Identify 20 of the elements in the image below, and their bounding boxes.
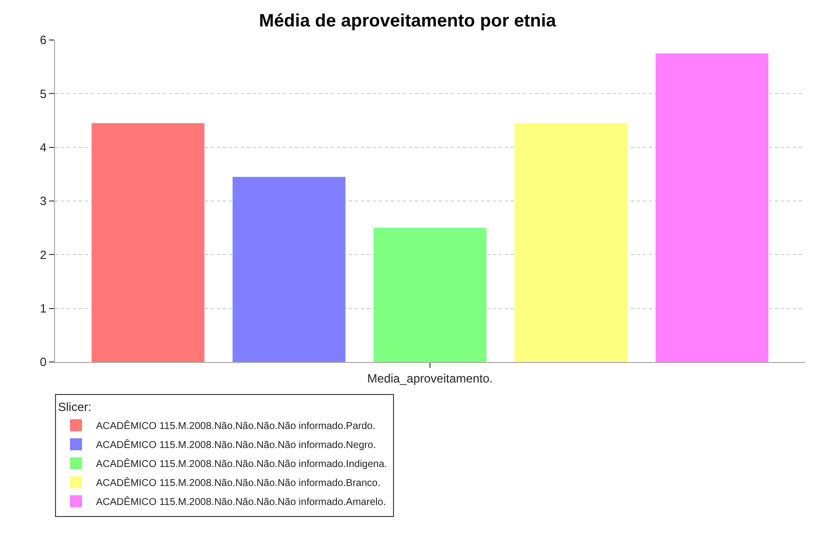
y-tick-label: 1 [40, 302, 47, 316]
bar [92, 123, 204, 362]
bar [514, 123, 628, 362]
chart-title: Média de aproveitamento por etnia [258, 10, 558, 30]
bar [374, 228, 486, 362]
y-tick-label: 2 [40, 248, 47, 262]
legend-label: ACADÊMICO 115.M.2008.Não.Não.Não.Não informado.Indigena. [96, 458, 388, 470]
legend-label: ACADÊMICO 115.M.2008.Não.Não.Não.Não informado.Amarelo. [96, 496, 386, 508]
legend-label: ACADÊMICO 115.M.2008.Não.Não.Não.Não informado.Pardo. [96, 420, 376, 432]
bar [656, 53, 768, 362]
y-tick-label: 6 [40, 33, 47, 48]
legend-label: ACADÊMICO 115.M.2008.Não.Não.Não.Não informado.Branco. [96, 477, 380, 490]
y-tick-label: 3 [40, 194, 47, 208]
y-tick-label: 4 [40, 140, 47, 155]
legend-label: ACADÊMICO 115.M.2008.Não.Não.Não.Não informado.Negro. [96, 439, 376, 452]
y-tick-label: 5 [40, 86, 47, 101]
legend-title: Slicer: [58, 400, 92, 414]
y-tick-label: 0 [40, 355, 47, 370]
bar [232, 176, 346, 362]
x-tick-label: Media_aproveitamento. [367, 371, 493, 386]
